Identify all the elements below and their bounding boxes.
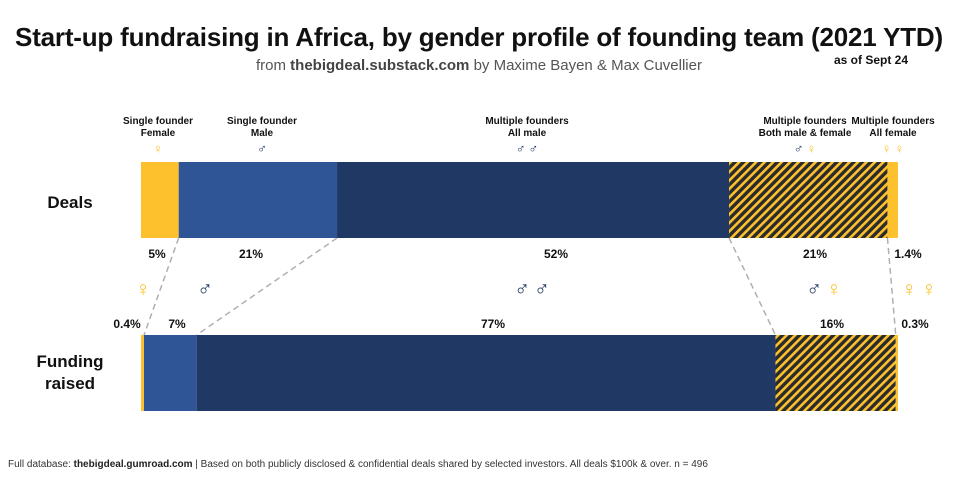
bar-funding-female-single [141,335,145,411]
subtitle-suffix: by Maxime Bayen & Max Cuvellier [473,57,702,74]
row-label-deals-text: Deals [47,193,93,212]
value-label-funding-male-single: 7% [168,317,186,331]
category-label-male-single-line2: Male [251,128,274,139]
row-label-funding: Funding raised [18,351,122,395]
connector-line [196,237,338,336]
footer-source: thebigdeal.gumroad.com [73,459,193,470]
bar-funding-all-male [196,335,776,411]
chart-title: Start-up fundraising in Africa, by gende… [15,22,943,52]
value-label-funding-female-multi: 0.3% [901,317,929,331]
gender-icon-all-male: ♂ ♂ [514,278,550,301]
as-of-date: as of Sept 24 [834,53,909,67]
category-label-male-single-line1: Single founder [227,116,297,127]
category-label-female-single-line1: Single founder [123,116,193,127]
bar-deals-male-single [178,162,338,238]
bar-deals-female-multi [887,162,898,238]
bar-deals-all-male [337,162,730,238]
category-label-female-single-line2: Female [141,128,176,139]
value-label-deals-mixed: 21% [803,247,827,261]
bar-deals-female-single [141,162,179,238]
row-label-funding-line1: Funding [36,352,104,371]
footer-prefix: Full database: [8,459,71,470]
category-icon-female-multi: ♀ ♀ [882,141,905,156]
chart-subtitle: from thebigdeal.substack.com by Maxime B… [0,57,958,74]
category-icon-mixed: ♂ ♀ [794,141,817,156]
bar-funding-male-single [144,335,197,411]
category-icon-all-male: ♂ ♂ [516,141,539,156]
category-label-mixed-line1: Multiple founders [763,116,847,127]
gender-icon-female-single: ♀ [135,278,151,301]
connector-line [886,237,897,336]
bar-funding-mixed [775,335,896,411]
subtitle-source: thebigdeal.substack.com [290,57,470,74]
category-label-all-male-line2: All male [508,128,547,139]
subtitle-prefix: from [256,57,286,74]
value-label-funding-mixed: 16% [820,317,844,331]
category-label-mixed-line2: Both male & female [759,128,852,139]
value-label-deals-male-single: 21% [239,247,263,261]
row-label-funding-line2: raised [44,374,96,393]
gender-icon-mixed: ♂ ♀ [806,278,842,301]
category-label-female-multi-line1: Multiple founders [851,116,935,127]
value-label-funding-all-male: 77% [481,317,505,331]
category-icon-female-single: ♀ [153,141,163,156]
footer-text: | Based on both publicly disclosed & con… [195,459,708,470]
bar-funding-female-multi [895,335,898,411]
value-label-deals-female-multi: 1.4% [894,247,922,261]
value-label-deals-all-male: 52% [544,247,568,261]
category-icon-male-single: ♂ [257,141,267,156]
gender-icon-male-single: ♂ [197,278,213,301]
bar-deals-mixed [729,162,888,238]
connector-line [728,237,777,336]
category-label-all-male-line1: Multiple founders [485,116,569,127]
value-label-deals-female-single: 5% [148,247,166,261]
row-label-deals: Deals [30,192,110,214]
value-label-funding-female-single: 0.4% [113,317,141,331]
gender-icon-female-multi: ♀ ♀ [901,278,937,301]
category-label-female-multi-line2: All female [869,128,917,139]
footer-note: Full database: thebigdeal.gumroad.com | … [8,459,708,470]
connector-line [143,237,180,336]
